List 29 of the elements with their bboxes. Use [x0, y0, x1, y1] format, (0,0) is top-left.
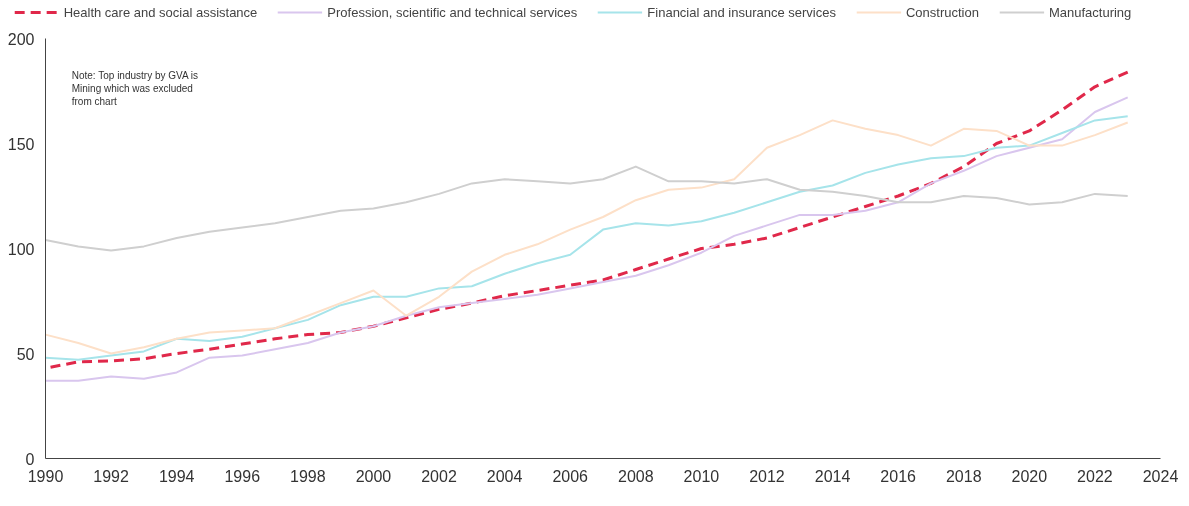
y-tick-label: 50	[16, 345, 35, 363]
x-tick-label: 1994	[158, 467, 195, 485]
x-tick-label: 2008	[618, 467, 654, 485]
legend-label: Construction	[905, 4, 979, 20]
y-tick-label: 200	[7, 30, 35, 48]
x-tick-label: 2020	[1011, 467, 1048, 485]
x-tick-label: 2024	[1142, 467, 1179, 485]
x-tick-label: 1990	[27, 467, 64, 485]
legend-label: Health care and social assistance	[63, 4, 258, 20]
x-tick-label: 2002	[421, 467, 457, 485]
y-tick-label: 100	[7, 240, 35, 258]
x-tick-label: 2012	[749, 467, 785, 485]
x-tick-label: 2022	[1077, 467, 1113, 485]
x-tick-label: 1992	[93, 467, 129, 485]
x-tick-label: 2010	[683, 467, 720, 485]
y-tick-label: 0	[25, 450, 35, 468]
x-tick-label: 1998	[290, 467, 326, 485]
x-tick-label: 2018	[945, 467, 982, 485]
y-tick-label: 150	[7, 135, 35, 153]
legend-label: Profession, scientific and technical services	[327, 4, 578, 20]
x-tick-label: 2004	[486, 467, 523, 485]
x-tick-label: 1996	[224, 467, 261, 485]
legend-label: Manufacturing	[1048, 4, 1132, 20]
legend-label: Financial and insurance services	[647, 4, 836, 20]
x-tick-label: 2006	[552, 467, 589, 485]
annotation: Note: Top industry by GVA is Mining which was excluded from chart	[71, 70, 199, 108]
x-tick-label: 2014	[814, 467, 851, 485]
x-tick-label: 2000	[355, 467, 392, 485]
x-tick-label: 2016	[880, 467, 917, 485]
